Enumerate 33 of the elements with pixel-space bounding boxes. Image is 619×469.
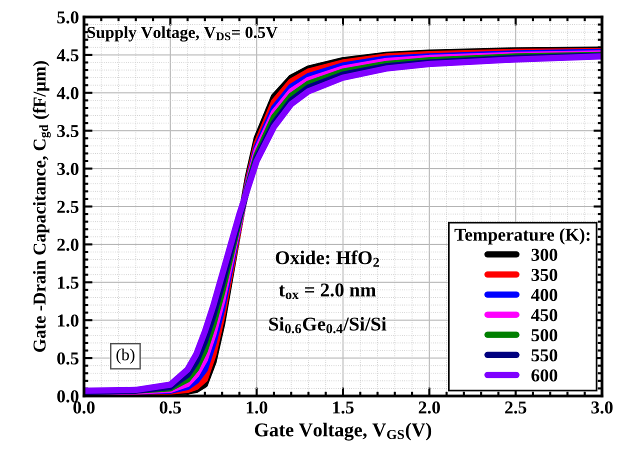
annotation: Supply Voltage, V$_{DS}$= 0.5V <box>87 26 278 42</box>
annotation: Oxide: HfO$_{2}$ <box>276 250 379 267</box>
x-tick-label: 1.5 <box>333 401 354 414</box>
legend-label: 550 <box>532 349 558 362</box>
legend-label: 500 <box>532 329 558 342</box>
y-tick-label: 2.0 <box>57 238 78 251</box>
y-tick-label: 4.5 <box>56 49 78 62</box>
y-axis-title: Gate -Drain Capacitance, C$_{gd}$ (fF/μm) <box>32 61 51 352</box>
x-tick-label: 2.0 <box>418 401 440 414</box>
annotation: Si$_{0.6}$Ge$_{0.4}$/Si/Si <box>269 316 386 334</box>
x-tick-label: 3.0 <box>591 401 613 414</box>
annotation: t$_{ox}$ = 2.0 nm <box>278 283 376 300</box>
y-tick-label: 4.0 <box>56 87 78 100</box>
y-tick-label: 3.0 <box>57 162 78 176</box>
x-axis-title: Gate Voltage, V$_{GS}$(V) <box>254 422 432 441</box>
x-tick-label: 2.5 <box>505 401 526 414</box>
legend-label: 600 <box>531 369 558 382</box>
legend-label: 400 <box>531 288 558 302</box>
annotation: (b) <box>116 348 134 364</box>
x-tick-label: 1.0 <box>246 401 268 414</box>
y-tick-label: 1.5 <box>58 276 78 289</box>
y-tick-label: 3.5 <box>57 125 78 138</box>
x-tick-label: 0.5 <box>160 401 181 414</box>
x-tick-label: 0.0 <box>73 401 95 414</box>
y-tick-label: 5.0 <box>57 11 78 24</box>
legend-label: 350 <box>532 268 558 282</box>
legend-label: 300 <box>532 248 558 261</box>
y-tick-label: 0.5 <box>57 352 78 365</box>
legend-label: 450 <box>531 309 558 322</box>
y-tick-label: 0.0 <box>57 390 78 403</box>
y-tick-label: 1.0 <box>58 314 78 327</box>
legend-title: Temperature (K): <box>454 228 590 244</box>
y-tick-label: 2.5 <box>57 200 78 214</box>
